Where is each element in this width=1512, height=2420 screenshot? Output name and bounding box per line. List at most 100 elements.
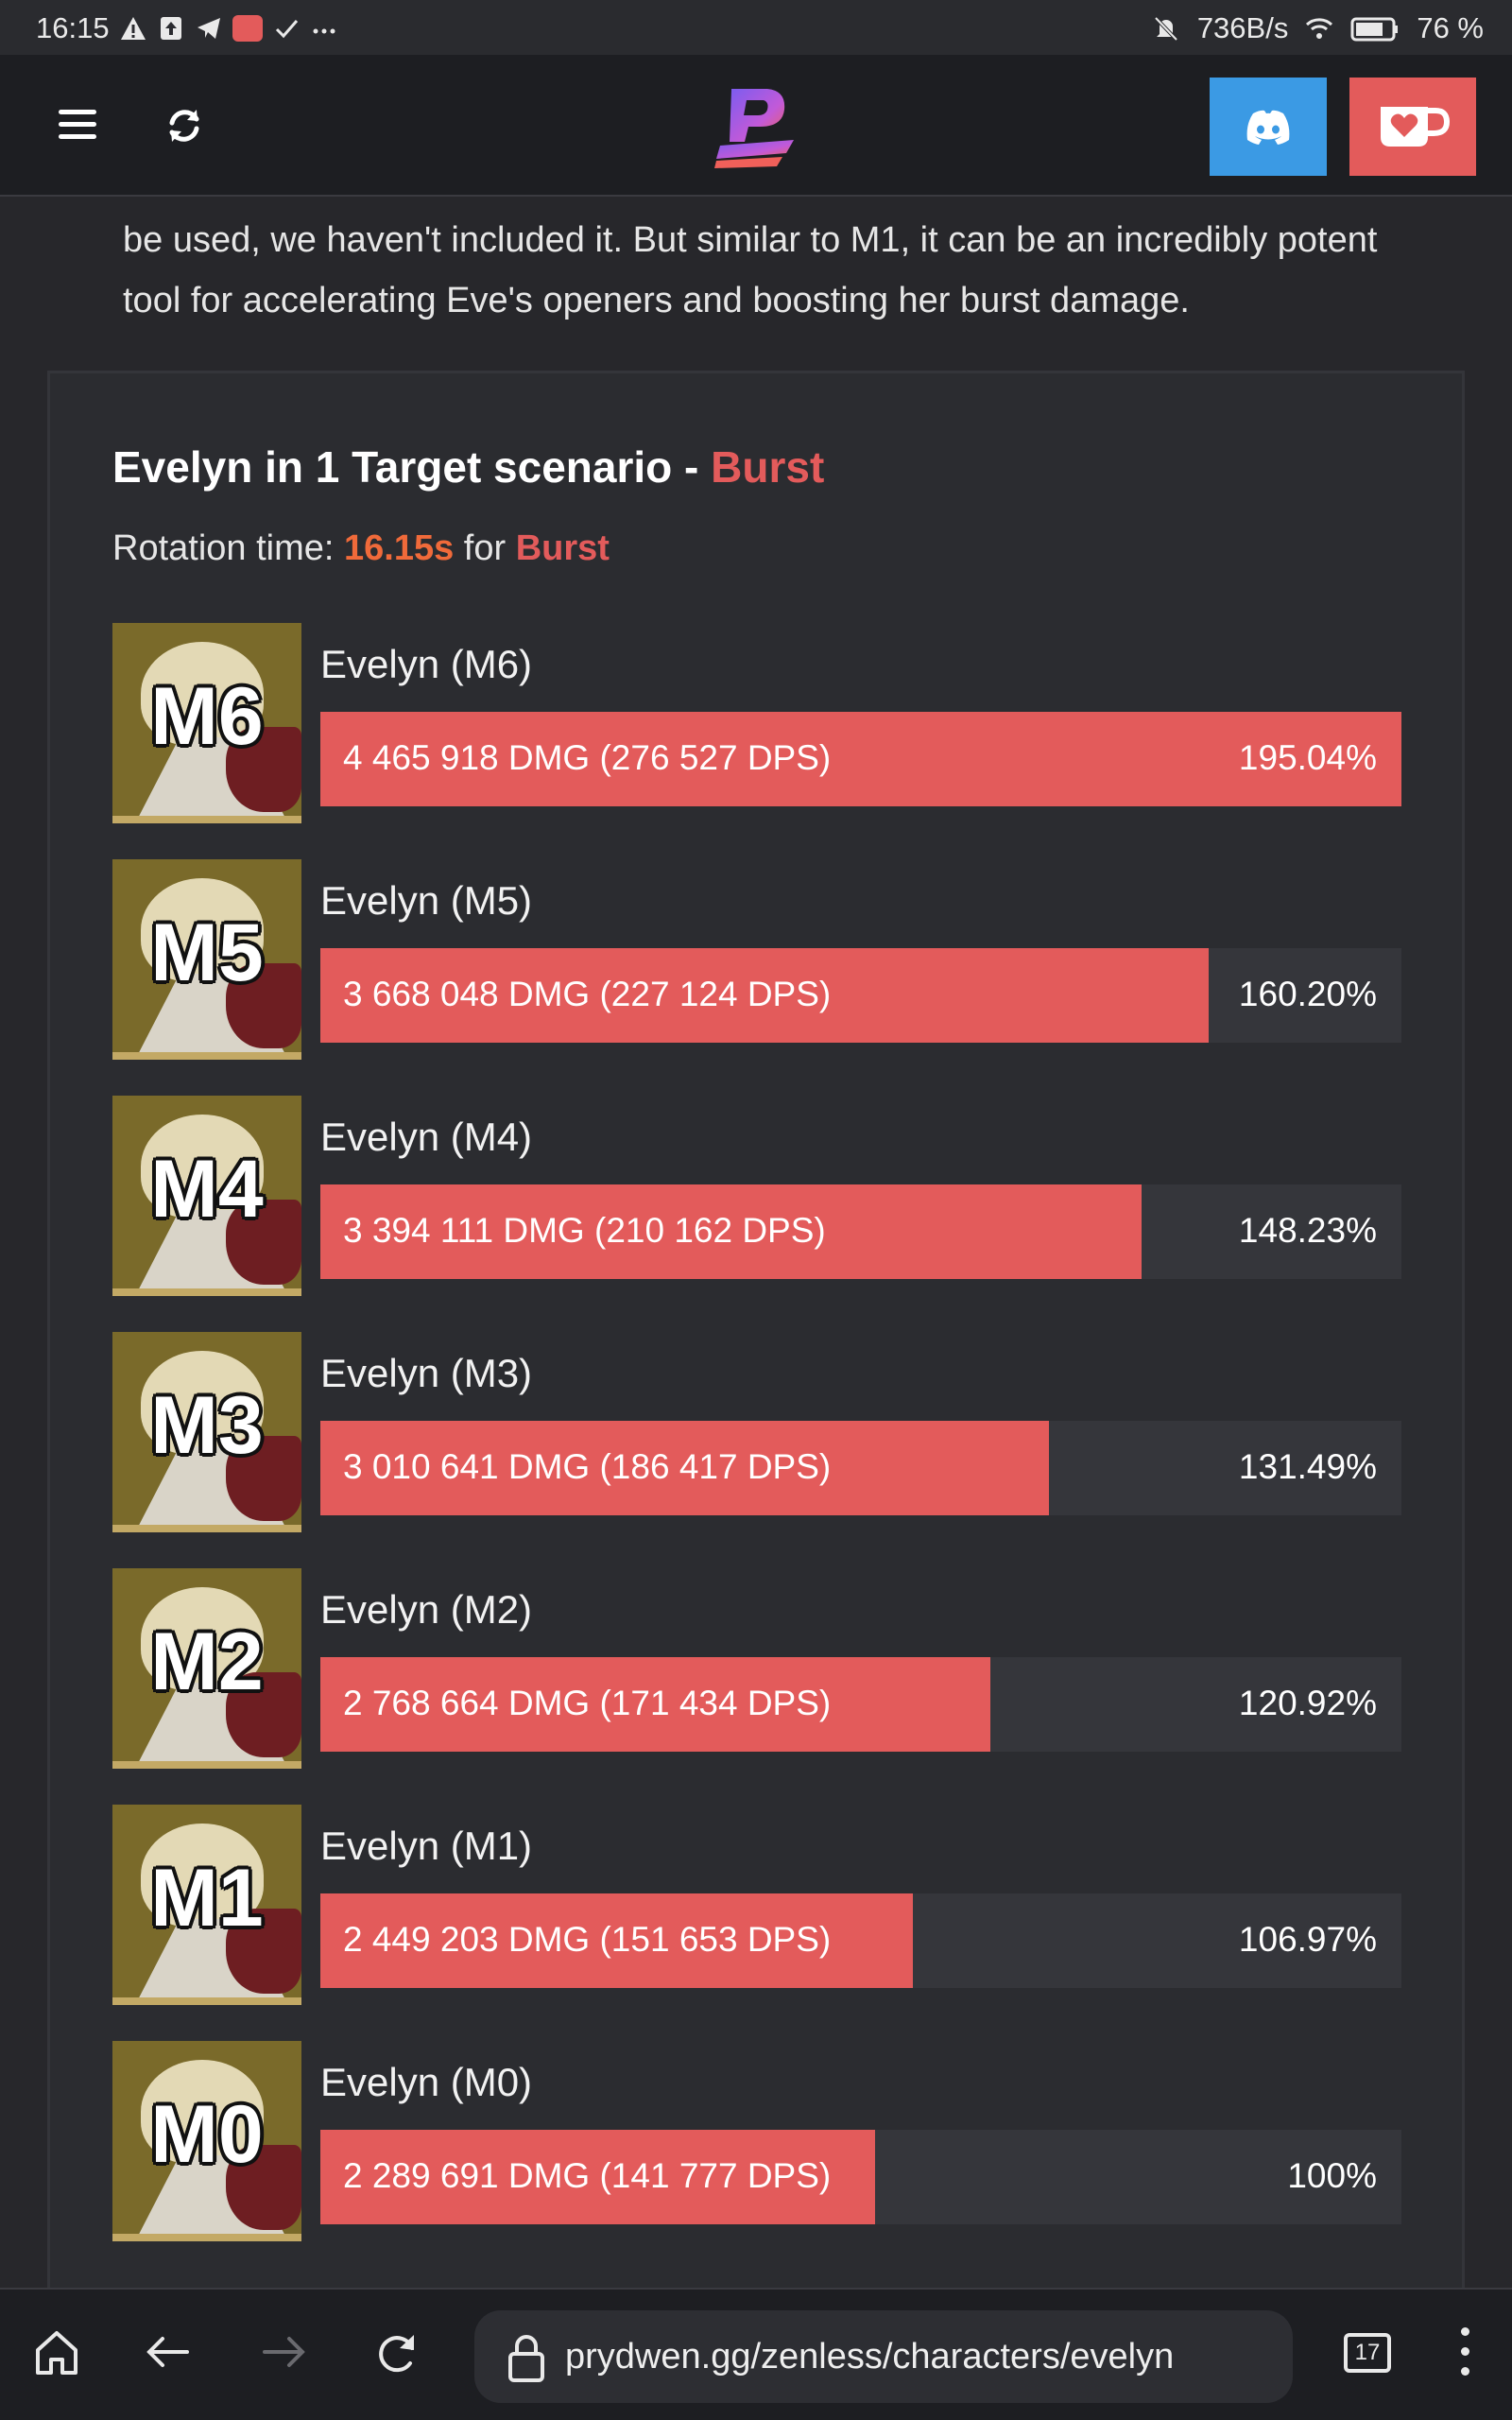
row-character-name: Evelyn (M0) (320, 2060, 533, 2104)
dps-bar (320, 1421, 1050, 1515)
dps-bar-value: 3 394 111 DMG (210 162 DPS) (343, 1211, 826, 1250)
status-right: 736B/s 76 % (1152, 11, 1484, 45)
dps-bar-percent: 195.04% (1238, 738, 1377, 777)
kofi-cup-icon (1381, 107, 1451, 147)
rotation-label: Rotation time: (112, 528, 344, 568)
dps-bar-value: 4 465 918 DMG (276 527 DPS) (343, 738, 832, 777)
dps-bar-track: 2 768 664 DMG (171 434 DPS) 120.92% (320, 1657, 1401, 1752)
back-arrow-icon[interactable] (140, 2324, 197, 2380)
card-title-accent: Burst (711, 442, 825, 492)
site-header (0, 55, 1512, 197)
rotation-time-value: 16.15s (344, 528, 455, 568)
character-portrait: M2 (112, 1568, 301, 1769)
dps-bar-track: 3 394 111 DMG (210 162 DPS) 148.23% (320, 1184, 1401, 1279)
character-portrait: M3 (112, 1332, 301, 1532)
dps-bar-percent: 120.92% (1238, 1684, 1377, 1722)
home-icon[interactable] (28, 2324, 85, 2380)
dps-row: M2 Evelyn (M2) 2 768 664 DMG (171 434 DPS)… (112, 1568, 1435, 1769)
mindscape-badge: M6 (150, 671, 264, 762)
hamburger-icon[interactable] (59, 110, 96, 140)
dps-bar-track: 3 668 048 DMG (227 124 DPS) 160.20% (320, 948, 1401, 1043)
battery-icon (1350, 17, 1399, 42)
row-character-name: Evelyn (M5) (320, 878, 533, 923)
status-bar: 16:15 736B/s 76 % (0, 0, 1512, 55)
mindscape-badge: M1 (150, 1853, 264, 1944)
dps-bar (320, 1893, 914, 1988)
intro-line-2: tool for accelerating Eve's openers and … (123, 281, 1190, 320)
browser-bottom-bar: prydwen.gg/zenless/characters/evelyn 17 (0, 2288, 1512, 2420)
dps-bar-track: 2 289 691 DMG (141 777 DPS) 100% (320, 2130, 1401, 2224)
dps-bar-value: 2 449 203 DMG (151 653 DPS) (343, 1920, 832, 1959)
battery-percent: 76 % (1417, 11, 1484, 44)
check-icon (275, 20, 298, 39)
wifi-icon (1306, 18, 1333, 39)
kofi-button[interactable] (1349, 78, 1476, 176)
rotation-time-line: Rotation time: 16.15s for Burst (112, 528, 610, 569)
dps-bar-track: 4 465 918 DMG (276 527 DPS) 195.04% (320, 712, 1401, 806)
dps-row: M1 Evelyn (M1) 2 449 203 DMG (151 653 DPS)… (112, 1805, 1435, 2005)
row-character-name: Evelyn (M3) (320, 1351, 533, 1395)
discord-icon (1246, 110, 1290, 145)
dps-bar (320, 712, 1401, 806)
url-bar[interactable]: prydwen.gg/zenless/characters/evelyn (474, 2310, 1293, 2403)
dps-bar (320, 1657, 991, 1752)
prydwen-logo[interactable] (711, 85, 798, 170)
refresh-icon[interactable] (163, 104, 206, 147)
status-time: 16:15 (36, 11, 110, 44)
dps-row: M3 Evelyn (M3) 3 010 641 DMG (186 417 DPS)… (112, 1332, 1435, 1532)
dps-bar-track: 2 449 203 DMG (151 653 DPS) 106.97% (320, 1893, 1401, 1988)
warning-icon (120, 17, 146, 40)
dps-bar (320, 1184, 1143, 1279)
dps-bar-value: 3 668 048 DMG (227 124 DPS) (343, 975, 832, 1013)
dps-bar (320, 948, 1209, 1043)
forward-arrow-icon[interactable] (255, 2324, 312, 2380)
dps-bar-percent: 106.97% (1238, 1920, 1377, 1959)
mindscape-badge: M0 (150, 2089, 264, 2180)
character-portrait: M4 (112, 1096, 301, 1296)
dps-bar-percent: 131.49% (1238, 1447, 1377, 1486)
upload-icon (160, 17, 181, 40)
character-portrait: M6 (112, 623, 301, 823)
character-portrait: M1 (112, 1805, 301, 2005)
dps-bar-value: 3 010 641 DMG (186 417 DPS) (343, 1447, 832, 1486)
dps-bar-percent: 148.23% (1238, 1211, 1377, 1250)
more-vert-icon[interactable] (1455, 2327, 1474, 2384)
app-notification-icon (232, 15, 263, 42)
status-left: 16:15 (36, 11, 338, 45)
discord-button[interactable] (1210, 78, 1327, 176)
dps-bar-value: 2 768 664 DMG (171 434 DPS) (343, 1684, 832, 1722)
reload-icon[interactable] (369, 2324, 425, 2380)
dps-card: Evelyn in 1 Target scenario - Burst Rota… (47, 371, 1465, 2299)
dps-row: M5 Evelyn (M5) 3 668 048 DMG (227 124 DPS)… (112, 859, 1435, 1060)
mindscape-badge: M3 (150, 1380, 264, 1471)
character-portrait: M5 (112, 859, 301, 1060)
url-text[interactable]: prydwen.gg/zenless/characters/evelyn (565, 2337, 1175, 2377)
intro-paragraph: be used, we haven't included it. But sim… (123, 210, 1484, 331)
dps-bar-track: 3 010 641 DMG (186 417 DPS) 131.49% (320, 1421, 1401, 1515)
intro-line-1: be used, we haven't included it. But sim… (123, 220, 1378, 260)
mindscape-badge: M5 (150, 908, 264, 998)
net-speed: 736B/s (1196, 11, 1289, 44)
dps-bar (320, 2130, 875, 2224)
dps-row: M4 Evelyn (M4) 3 394 111 DMG (210 162 DPS)… (112, 1096, 1435, 1296)
lock-icon[interactable] (503, 2331, 550, 2384)
telegram-icon (197, 18, 220, 39)
rotation-mode: Burst (515, 528, 610, 568)
dps-row: M6 Evelyn (M6) 4 465 918 DMG (276 527 DPS)… (112, 623, 1435, 823)
rotation-for: for (454, 528, 516, 568)
character-portrait: M0 (112, 2041, 301, 2241)
more-notifications-icon (313, 28, 335, 34)
mindscape-badge: M4 (150, 1144, 264, 1235)
row-character-name: Evelyn (M2) (320, 1587, 533, 1632)
row-character-name: Evelyn (M4) (320, 1115, 533, 1159)
dps-bar-percent: 100% (1287, 2156, 1377, 2195)
card-title-prefix: Evelyn in 1 Target scenario - (112, 442, 712, 492)
row-character-name: Evelyn (M6) (320, 642, 533, 686)
mindscape-badge: M2 (150, 1616, 264, 1707)
mute-bell-icon (1154, 16, 1178, 42)
dps-bar-value: 2 289 691 DMG (141 777 DPS) (343, 2156, 832, 2195)
dps-bar-percent: 160.20% (1238, 975, 1377, 1013)
card-title: Evelyn in 1 Target scenario - Burst (112, 441, 824, 493)
dps-row: M0 Evelyn (M0) 2 289 691 DMG (141 777 DPS)… (112, 2041, 1435, 2241)
tabs-icon[interactable]: 17 (1344, 2333, 1391, 2373)
